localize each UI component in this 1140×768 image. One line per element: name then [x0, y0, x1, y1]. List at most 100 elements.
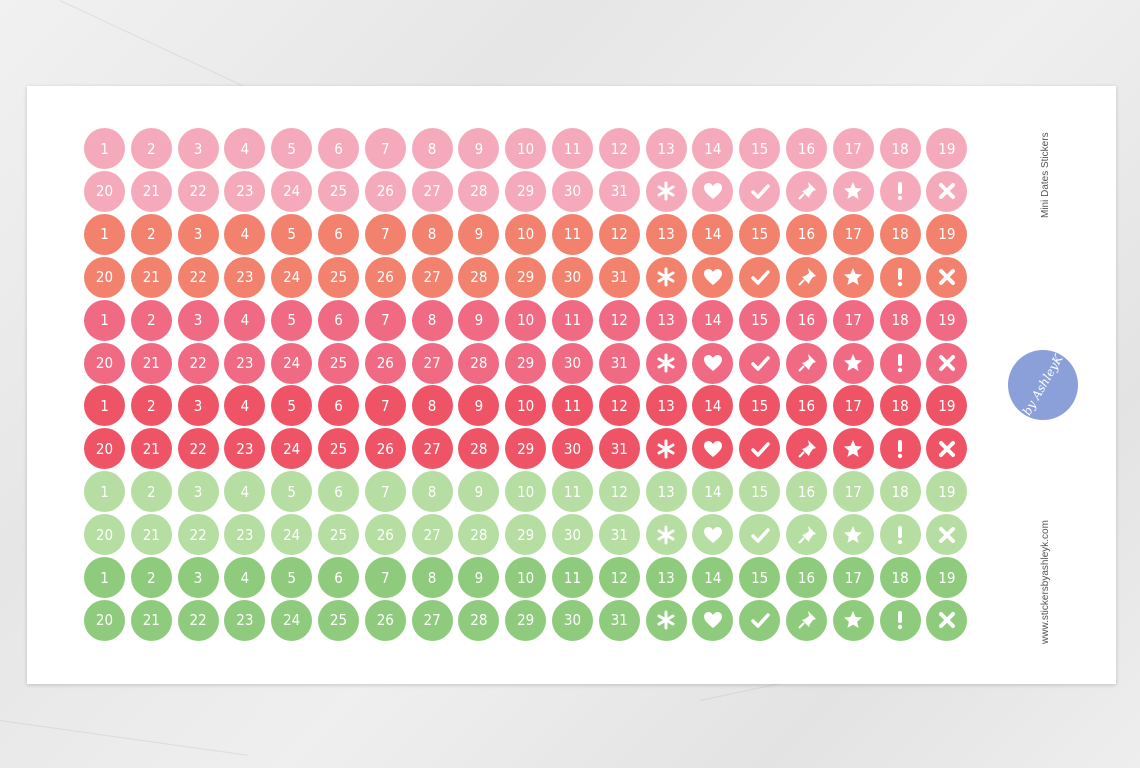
date-sticker: 31 — [598, 514, 640, 556]
date-sticker: 4 — [224, 299, 266, 341]
date-sticker: 8 — [411, 213, 453, 255]
icon-sticker — [692, 599, 734, 641]
date-sticker: 2 — [130, 471, 172, 513]
date-sticker: 30 — [552, 428, 593, 470]
date-sticker: 16 — [786, 471, 827, 513]
x-icon — [937, 610, 957, 630]
date-sticker: 25 — [318, 514, 359, 556]
icon-sticker — [645, 170, 687, 212]
date-sticker: 22 — [177, 256, 219, 298]
icon-sticker — [879, 256, 921, 298]
date-sticker: 7 — [364, 471, 406, 513]
star-icon — [843, 525, 863, 545]
date-sticker: 20 — [84, 170, 125, 212]
sheet-title: Mini Dates Stickers — [1040, 132, 1051, 218]
date-sticker: 6 — [318, 385, 359, 427]
pushpin-icon — [797, 439, 817, 459]
icon-sticker — [739, 599, 781, 641]
date-sticker: 22 — [177, 599, 219, 641]
date-sticker: 22 — [177, 342, 219, 384]
date-sticker: 31 — [598, 342, 640, 384]
date-sticker: 4 — [224, 213, 266, 255]
date-sticker: 1 — [84, 471, 125, 513]
date-sticker: 27 — [411, 514, 453, 556]
date-sticker: 16 — [786, 213, 827, 255]
icon-sticker — [786, 514, 827, 556]
date-sticker: 2 — [130, 385, 172, 427]
date-sticker: 5 — [271, 213, 313, 255]
date-sticker: 21 — [130, 428, 172, 470]
date-sticker: 13 — [645, 471, 687, 513]
pushpin-icon — [797, 353, 817, 373]
date-sticker: 11 — [552, 557, 593, 598]
date-sticker: 2 — [130, 213, 172, 255]
date-sticker: 5 — [271, 471, 313, 513]
exclamation-icon — [890, 267, 910, 287]
star-icon — [843, 353, 863, 373]
date-sticker: 30 — [552, 256, 593, 298]
icon-sticker — [879, 599, 921, 641]
date-sticker: 4 — [224, 128, 266, 169]
date-sticker: 16 — [786, 557, 827, 598]
date-sticker: 7 — [364, 299, 406, 341]
date-sticker: 28 — [458, 170, 500, 212]
date-sticker: 11 — [552, 385, 593, 427]
date-sticker: 30 — [552, 342, 593, 384]
star-icon — [843, 181, 863, 201]
icon-sticker — [645, 342, 687, 384]
date-sticker: 14 — [692, 299, 734, 341]
date-sticker: 31 — [598, 599, 640, 641]
date-sticker: 29 — [505, 514, 547, 556]
date-sticker: 24 — [271, 428, 313, 470]
date-sticker: 24 — [271, 342, 313, 384]
icon-sticker — [739, 170, 781, 212]
website-text: www.stickersbyashleyk.com — [1040, 520, 1051, 644]
date-sticker: 15 — [739, 299, 781, 341]
date-sticker: 8 — [411, 385, 453, 427]
check-icon — [750, 267, 770, 287]
date-sticker: 16 — [786, 128, 827, 169]
date-sticker: 20 — [84, 256, 125, 298]
date-sticker: 8 — [411, 299, 453, 341]
date-sticker: 6 — [318, 471, 359, 513]
date-sticker: 6 — [318, 213, 359, 255]
date-sticker: 1 — [84, 299, 125, 341]
date-sticker: 24 — [271, 170, 313, 212]
date-sticker: 24 — [271, 256, 313, 298]
date-sticker: 23 — [224, 428, 266, 470]
star-icon — [843, 610, 863, 630]
star-icon — [843, 439, 863, 459]
date-sticker: 23 — [224, 170, 266, 212]
date-sticker: 31 — [598, 256, 640, 298]
date-sticker: 23 — [224, 256, 266, 298]
date-sticker: 7 — [364, 128, 406, 169]
pushpin-icon — [797, 610, 817, 630]
date-sticker: 14 — [692, 385, 734, 427]
icon-sticker — [786, 342, 827, 384]
date-sticker: 27 — [411, 428, 453, 470]
date-sticker: 18 — [879, 557, 921, 598]
icon-sticker — [645, 428, 687, 470]
date-sticker: 26 — [364, 256, 406, 298]
x-icon — [937, 353, 957, 373]
heart-icon — [703, 181, 723, 201]
date-sticker: 16 — [786, 385, 827, 427]
date-sticker: 26 — [364, 170, 406, 212]
date-sticker: 10 — [505, 299, 547, 341]
icon-sticker — [879, 170, 921, 212]
date-sticker: 28 — [458, 599, 500, 641]
icon-sticker — [926, 428, 968, 470]
date-sticker: 6 — [318, 128, 359, 169]
date-sticker: 19 — [926, 299, 968, 341]
check-icon — [750, 439, 770, 459]
icon-sticker — [692, 428, 734, 470]
date-sticker: 14 — [692, 471, 734, 513]
brand-logo: by AshleyK — [1008, 350, 1078, 420]
exclamation-icon — [890, 181, 910, 201]
date-sticker: 7 — [364, 557, 406, 598]
date-sticker: 23 — [224, 599, 266, 641]
icon-sticker — [832, 256, 874, 298]
date-sticker: 27 — [411, 170, 453, 212]
icon-sticker — [926, 599, 968, 641]
date-sticker: 5 — [271, 557, 313, 598]
